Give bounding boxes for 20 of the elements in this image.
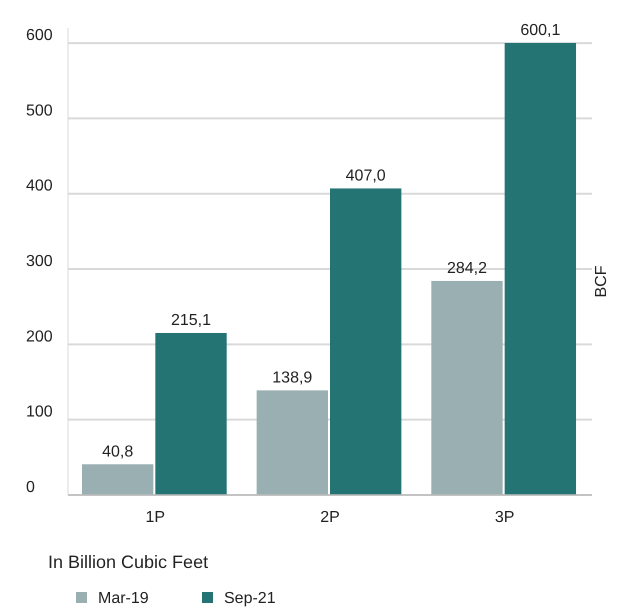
data-label: 215,1 xyxy=(170,312,212,329)
data-label: 138,9 xyxy=(272,369,312,386)
x-tick-label: 3P xyxy=(494,509,514,526)
x-tick-label: 1P xyxy=(146,509,166,526)
x-tick-label: 2P xyxy=(320,509,340,526)
legend-label: Sep-21 xyxy=(224,590,276,607)
data-label: 600,1 xyxy=(520,22,560,39)
y-axis-title: BCF xyxy=(593,265,610,298)
x-axis-title: In Billion Cubic Feet xyxy=(48,552,208,572)
y-tick-label: 600 xyxy=(26,27,53,44)
y-tick-label: 100 xyxy=(26,404,53,421)
data-label: 407,0 xyxy=(346,167,386,184)
y-tick-label: 300 xyxy=(26,253,53,270)
data-label: 40,8 xyxy=(102,443,134,460)
legend-label: Mar-19 xyxy=(98,590,149,607)
y-tick-label: 400 xyxy=(26,178,53,195)
y-tick-label: 500 xyxy=(26,102,53,120)
y-tick-label: 0 xyxy=(26,479,35,496)
data-label: 284,2 xyxy=(446,260,488,277)
y-tick-label: 200 xyxy=(26,328,53,346)
